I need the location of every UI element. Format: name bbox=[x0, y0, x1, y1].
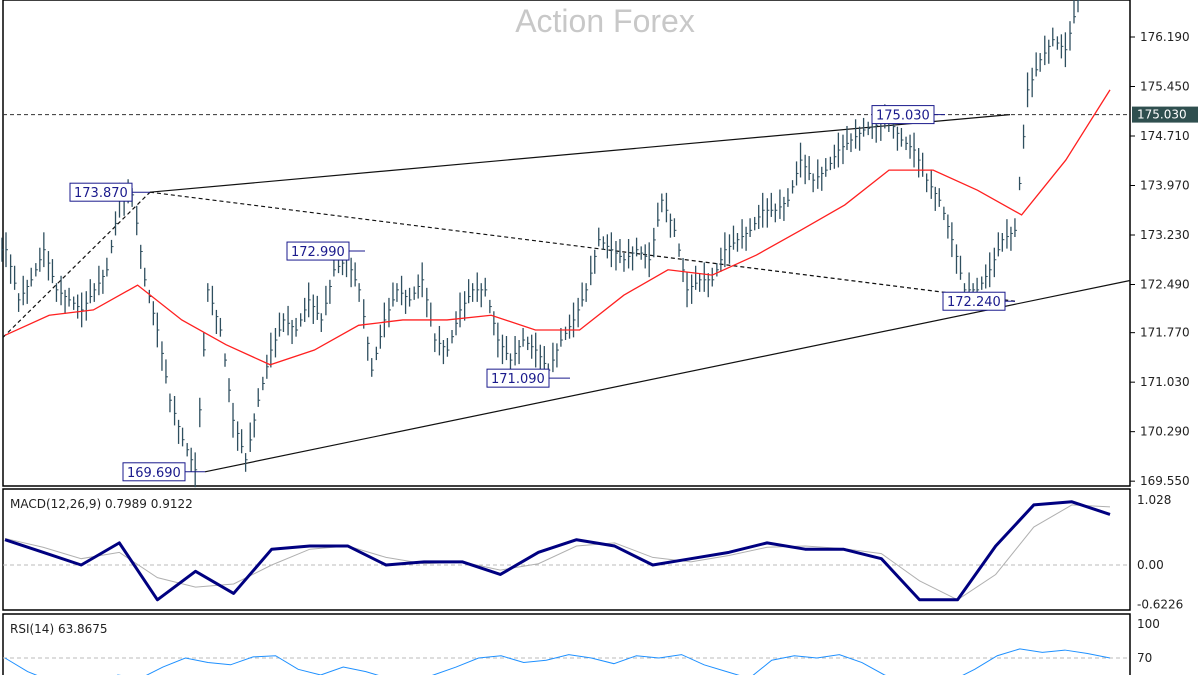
rsi-tick-label: 70 bbox=[1137, 651, 1152, 665]
macd-panel: MACD(12,26,9) 0.7989 0.9122 1.028 0.00 -0.… bbox=[3, 493, 1183, 611]
y-tick-label: 171.770 bbox=[1140, 326, 1190, 340]
annotation-box bbox=[871, 105, 935, 125]
annotation-box bbox=[122, 462, 186, 482]
annotation-label: 169.690 bbox=[127, 466, 181, 481]
price-panel: 176.190 175.450 174.710 173.970 173.230 172.4… bbox=[1, 0, 1198, 488]
annotation-box bbox=[286, 241, 350, 261]
annotation-label: 171.090 bbox=[491, 372, 545, 387]
macd-label: MACD(12,26,9) 0.7989 0.9122 bbox=[10, 497, 193, 511]
annotation-box bbox=[942, 291, 1006, 311]
rsi-panel: RSI(14) 63.8675 100 70 bbox=[3, 617, 1160, 675]
macd-tick-label: 0.00 bbox=[1137, 558, 1164, 572]
annotation-label: 172.990 bbox=[291, 245, 345, 260]
y-tick-label: 174.710 bbox=[1140, 129, 1190, 143]
annotation-label: 175.030 bbox=[876, 109, 930, 124]
panel-frames bbox=[2, 0, 1131, 675]
y-tick-label: 169.550 bbox=[1140, 474, 1190, 488]
y-tick-label: 173.230 bbox=[1140, 228, 1190, 242]
trend-line bbox=[149, 191, 1016, 302]
trend-line bbox=[149, 113, 1011, 193]
macd-line bbox=[4, 500, 1111, 602]
current-price-label: 175.030 bbox=[1137, 108, 1187, 122]
panel-frame-0 bbox=[2, 0, 1131, 487]
panel-frame-2 bbox=[2, 613, 1131, 675]
annotation-label: 172.240 bbox=[947, 295, 1001, 310]
watermark: Action Forex bbox=[515, 3, 695, 39]
moving-average-line bbox=[4, 89, 1111, 366]
annotation-label: 173.870 bbox=[74, 186, 128, 201]
macd-tick-label: -0.6226 bbox=[1137, 597, 1183, 611]
y-tick-label: 176.190 bbox=[1140, 30, 1190, 44]
y-tick-label: 171.030 bbox=[1140, 375, 1190, 389]
macd-signal-line bbox=[4, 504, 1111, 601]
rsi-tick-label: 100 bbox=[1137, 617, 1160, 631]
macd-tick-label: 1.028 bbox=[1137, 493, 1171, 507]
rsi-label: RSI(14) 63.8675 bbox=[10, 622, 108, 636]
annotation-box bbox=[69, 182, 133, 202]
annotation-box bbox=[486, 368, 550, 388]
y-tick-label: 172.490 bbox=[1140, 278, 1190, 292]
trend-line bbox=[204, 279, 1131, 473]
y-tick-label: 173.970 bbox=[1140, 179, 1190, 193]
y-tick-label: 170.290 bbox=[1140, 425, 1190, 439]
y-tick-label: 175.450 bbox=[1140, 80, 1190, 94]
current-price-box bbox=[1132, 106, 1198, 123]
rsi-line bbox=[4, 648, 1111, 675]
trend-line bbox=[2, 191, 151, 338]
panel-frame-1 bbox=[2, 488, 1131, 611]
